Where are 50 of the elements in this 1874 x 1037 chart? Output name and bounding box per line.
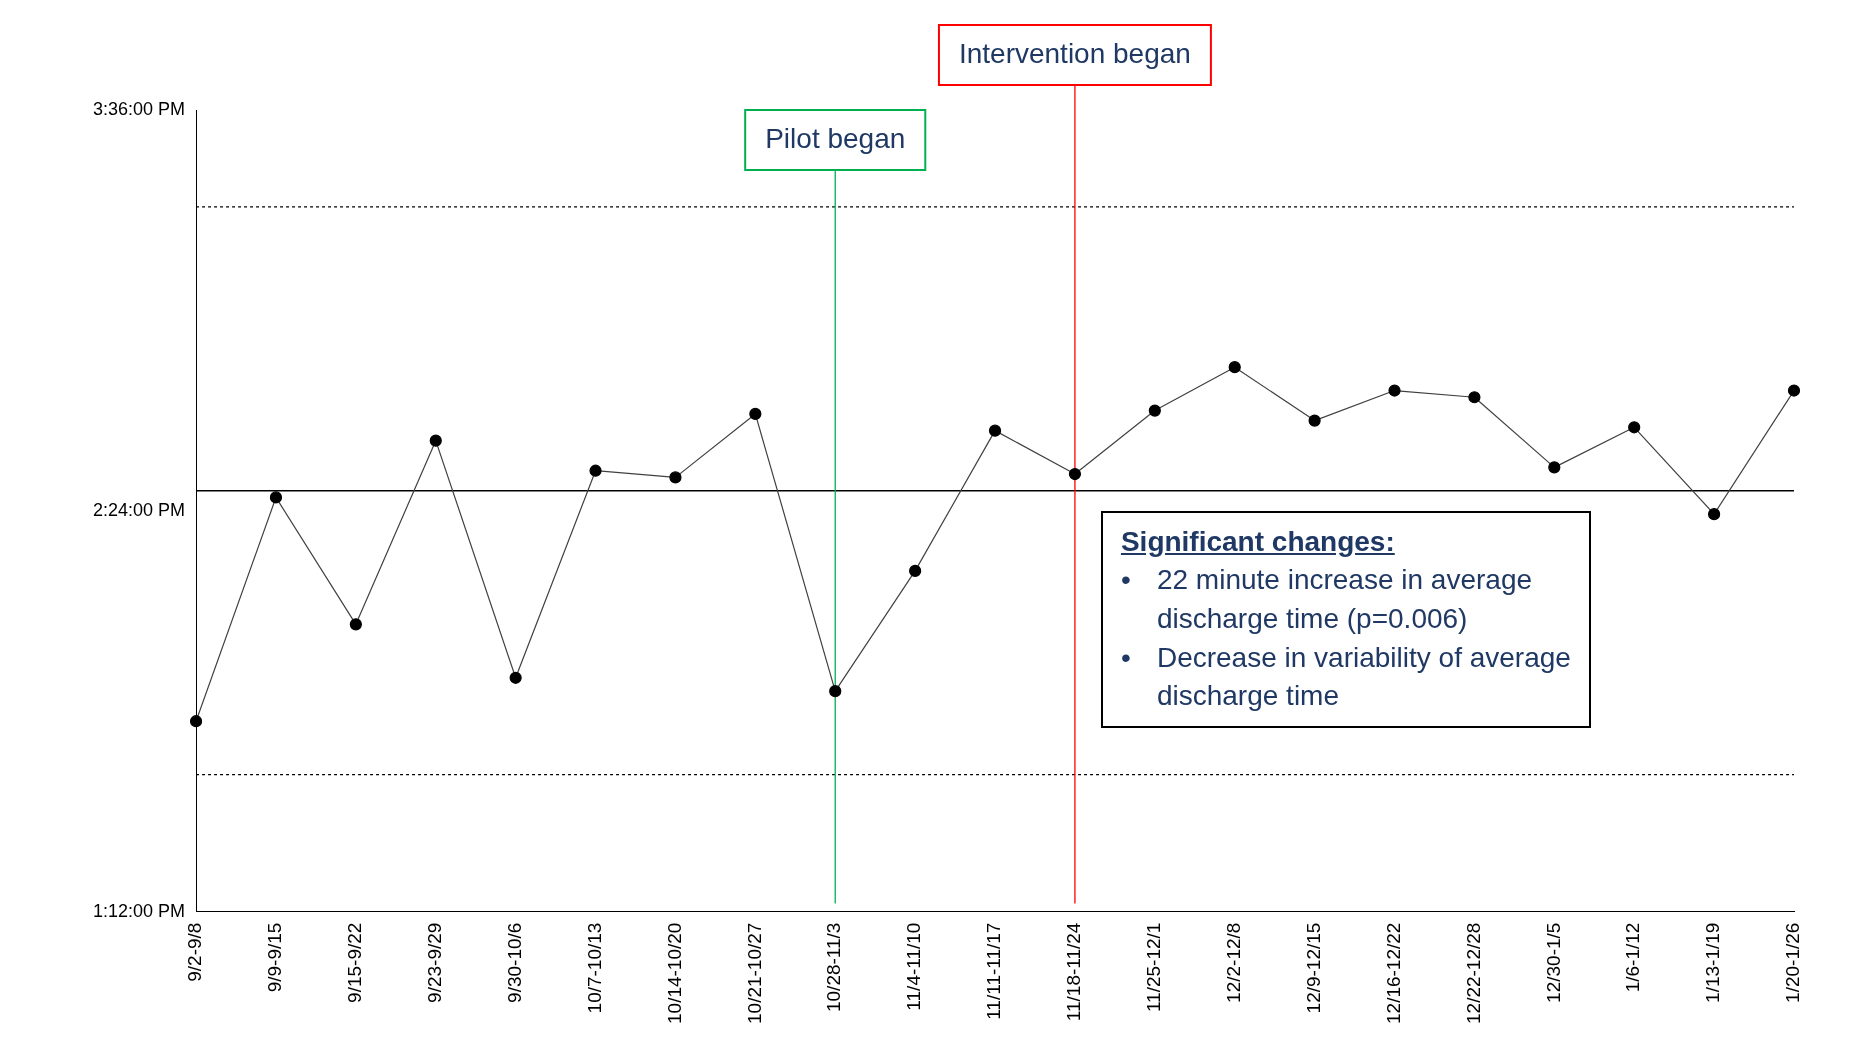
x-tick-label: 10/21-10/27	[743, 922, 765, 1024]
x-tick-label: 9/23-9/29	[423, 922, 445, 1003]
x-tick-label: 11/4-11/10	[903, 922, 925, 1011]
y-tick-label: 1:12:00 PM	[92, 900, 186, 921]
point	[669, 471, 682, 484]
x-tick-label: 12/30-1/5	[1542, 922, 1564, 1003]
y-tick-label: 3:36:00 PM	[92, 98, 186, 119]
x-tick-label: 10/14-10/20	[663, 922, 685, 1024]
point	[1308, 414, 1321, 427]
x-tick-label: 11/25-12/1	[1143, 922, 1165, 1013]
x-tick-label: 11/11-11/17	[983, 922, 1005, 1020]
point	[1708, 508, 1721, 521]
x-tick-label: 12/22-12/28	[1462, 922, 1484, 1024]
point	[1548, 461, 1561, 474]
x-tick-label: 10/7-10/13	[583, 922, 605, 1014]
point	[1628, 421, 1641, 434]
ref-line-label: Pilot began	[765, 122, 906, 154]
x-tick-label: 11/18-11/24	[1063, 922, 1085, 1022]
point	[589, 464, 602, 477]
x-tick-label: 1/6-1/12	[1622, 922, 1644, 993]
x-tick-label: 9/2-9/8	[184, 922, 206, 982]
x-tick-label: 9/30-10/6	[503, 922, 525, 1003]
point	[429, 434, 442, 447]
point	[1787, 384, 1801, 397]
y-tick-label: 2:24:00 PM	[92, 499, 186, 520]
x-tick-label: 12/2-12/8	[1222, 922, 1244, 1003]
point	[509, 671, 522, 684]
x-tick-label: 10/28-11/3	[823, 922, 845, 1013]
x-tick-label: 1/20-1/26	[1782, 922, 1804, 1003]
point	[749, 407, 762, 421]
point	[1388, 384, 1401, 397]
annotation: • 22 minute increase in average discharge time (p=0.006)	[1120, 563, 1534, 637]
x-tick-label: 12/9-12/15	[1302, 922, 1324, 1014]
annotation: Significant changes:	[1120, 524, 1396, 559]
point	[1068, 467, 1082, 481]
point	[189, 715, 203, 728]
point	[829, 685, 842, 698]
point	[1468, 391, 1481, 404]
x-tick-label: 1/13-1/19	[1702, 922, 1724, 1003]
annotation: • Decrease in variability of average discharge time	[1120, 640, 1571, 714]
x-tick-label: 12/16-12/22	[1382, 922, 1404, 1024]
point	[988, 424, 1002, 437]
point	[1148, 404, 1161, 417]
point	[1228, 361, 1241, 374]
point	[909, 564, 922, 578]
x-tick-label: 9/15-9/22	[344, 922, 366, 1003]
ref-line-label: Intervention began	[958, 37, 1191, 69]
x-tick-label: 9/9-9/15	[264, 922, 286, 993]
point	[269, 491, 283, 504]
point	[349, 618, 362, 631]
